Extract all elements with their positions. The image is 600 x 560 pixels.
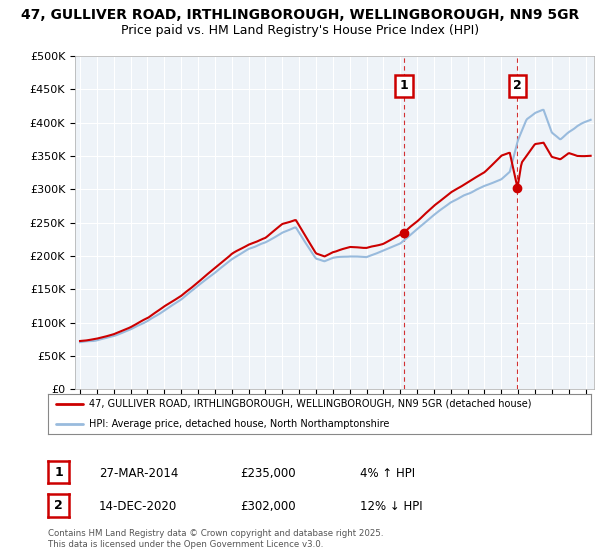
Text: 4% ↑ HPI: 4% ↑ HPI — [360, 466, 415, 480]
Text: Price paid vs. HM Land Registry's House Price Index (HPI): Price paid vs. HM Land Registry's House … — [121, 24, 479, 36]
Text: 47, GULLIVER ROAD, IRTHLINGBOROUGH, WELLINGBOROUGH, NN9 5GR (detached house): 47, GULLIVER ROAD, IRTHLINGBOROUGH, WELL… — [89, 399, 531, 409]
Text: Contains HM Land Registry data © Crown copyright and database right 2025.
This d: Contains HM Land Registry data © Crown c… — [48, 529, 383, 549]
Text: 14-DEC-2020: 14-DEC-2020 — [99, 500, 177, 514]
Text: 47, GULLIVER ROAD, IRTHLINGBOROUGH, WELLINGBOROUGH, NN9 5GR: 47, GULLIVER ROAD, IRTHLINGBOROUGH, WELL… — [21, 8, 579, 22]
Text: 2: 2 — [54, 499, 63, 512]
Text: 1: 1 — [54, 465, 63, 479]
Text: £235,000: £235,000 — [240, 466, 296, 480]
Text: HPI: Average price, detached house, North Northamptonshire: HPI: Average price, detached house, Nort… — [89, 419, 389, 429]
Text: 12% ↓ HPI: 12% ↓ HPI — [360, 500, 422, 514]
Text: 2: 2 — [513, 80, 522, 92]
Text: 27-MAR-2014: 27-MAR-2014 — [99, 466, 178, 480]
Text: 1: 1 — [400, 80, 409, 92]
Text: £302,000: £302,000 — [240, 500, 296, 514]
